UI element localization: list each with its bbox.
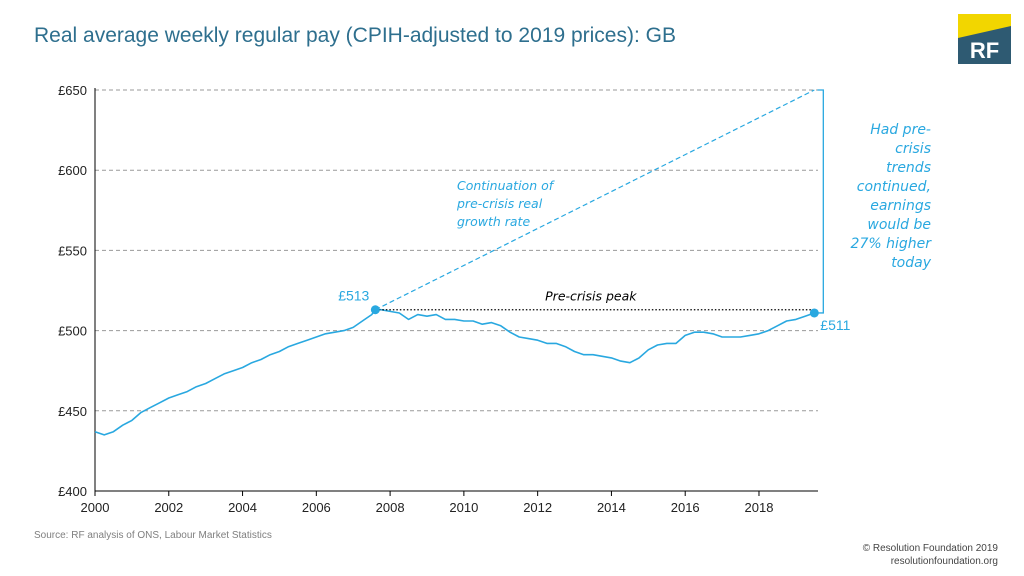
side-note-line: would be <box>867 217 931 233</box>
side-note-line: earnings <box>870 198 931 214</box>
axes <box>94 88 818 496</box>
x-tick-label: 2010 <box>449 500 478 515</box>
logo-text: RF <box>970 38 999 63</box>
side-note-line: 27% higher <box>851 236 933 252</box>
continuation-label-line: growth rate <box>457 214 530 229</box>
annotations-layer: £513 £511 Pre-crisis peak Continuation of pr… <box>338 122 932 333</box>
side-note-line: continued, <box>857 179 931 195</box>
footer-website: resolutionfoundation.org <box>890 556 998 567</box>
footer-credit: © Resolution Foundation 2019 resolutionf… <box>863 542 998 568</box>
chart-title: Real average weekly regular pay (CPIH-ad… <box>34 24 676 47</box>
y-tick-label: £550 <box>58 243 87 258</box>
x-tick-label: 2004 <box>228 500 257 515</box>
y-tick-label: £400 <box>58 484 87 499</box>
x-tick-label: 2008 <box>376 500 405 515</box>
side-note-line: crisis <box>895 141 931 157</box>
side-note-line: trends <box>886 160 931 176</box>
x-tick-labels: 2000 2002 2004 2006 2008 2010 2012 2014 2016 2018 <box>81 500 774 515</box>
resolution-foundation-logo: RF <box>958 14 1011 64</box>
x-tick-label: 2000 <box>81 500 110 515</box>
logo-accent <box>958 14 1011 38</box>
x-tick-label: 2012 <box>523 500 552 515</box>
data-marker <box>809 308 819 318</box>
source-note: Source: RF analysis of ONS, Labour Marke… <box>34 530 272 541</box>
x-tick-label: 2002 <box>154 500 183 515</box>
y-tick-label: £600 <box>58 163 87 178</box>
pay-series-line <box>94 308 815 436</box>
y-tick-label: £500 <box>58 324 87 339</box>
continuation-label-line: pre-crisis real <box>456 196 543 211</box>
marker-value-label: £513 <box>338 288 369 304</box>
pre-crisis-peak-label: Pre-crisis peak <box>545 289 637 304</box>
y-tick-label: £650 <box>58 83 87 98</box>
x-tick-label: 2014 <box>597 500 626 515</box>
continuation-label-line: Continuation of <box>457 178 555 193</box>
footer-copyright: © Resolution Foundation 2019 <box>862 543 998 554</box>
y-tick-labels: £400 £450 £500 £550 £600 £650 <box>58 83 87 499</box>
marker-value-label: £511 <box>820 317 850 333</box>
x-tick-label: 2016 <box>671 500 700 515</box>
grid-lines <box>95 89 818 412</box>
data-marker <box>370 305 380 315</box>
side-note-line: today <box>891 255 932 271</box>
side-note-line: Had pre- <box>870 122 931 138</box>
series-layer <box>94 89 824 436</box>
x-tick-label: 2006 <box>302 500 331 515</box>
y-tick-label: £450 <box>58 404 87 419</box>
continuation-trend-line <box>375 89 815 311</box>
difference-bracket <box>817 89 824 314</box>
x-tick-label: 2018 <box>745 500 774 515</box>
